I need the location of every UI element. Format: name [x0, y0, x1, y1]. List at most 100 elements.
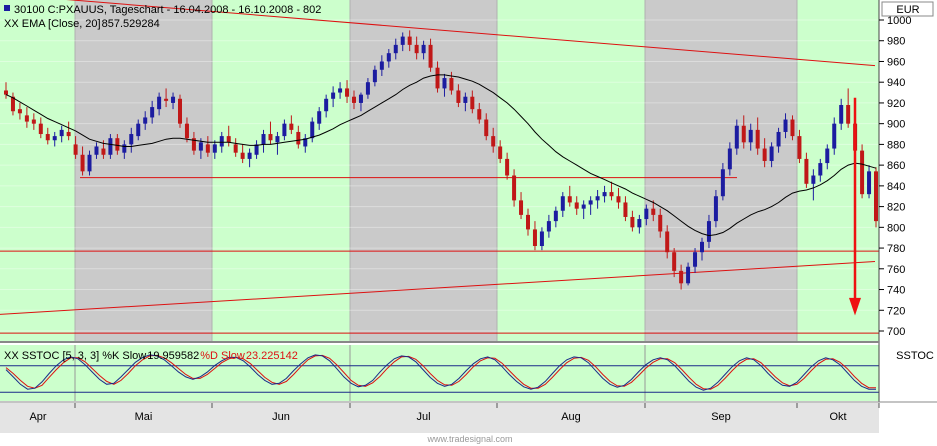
- candle-up: [365, 82, 370, 95]
- candle-down: [205, 144, 210, 153]
- month-labels: Apr Mai Jun Jul Aug Sep Okt: [29, 403, 880, 423]
- y-tick-label: 980: [887, 36, 905, 48]
- candle-up: [303, 138, 308, 147]
- candle-up: [818, 163, 823, 176]
- candle-down: [616, 196, 621, 203]
- candle-up: [358, 94, 363, 103]
- candle-up: [143, 117, 148, 124]
- y-tick-label: 820: [887, 202, 905, 214]
- candle-down: [498, 146, 503, 159]
- candle-up: [734, 125, 739, 149]
- candle-up: [783, 119, 788, 132]
- candle-down: [567, 196, 572, 203]
- candle-down: [17, 109, 22, 114]
- candle-down: [226, 136, 231, 143]
- arrow-head-icon: [849, 297, 861, 316]
- month-band: [797, 0, 879, 342]
- watermark: www.tradesignal.com: [426, 434, 512, 444]
- candle-down: [526, 214, 530, 230]
- month-band: [212, 0, 350, 342]
- candle-up: [94, 146, 99, 155]
- candle-down: [477, 109, 482, 120]
- candle-down: [191, 138, 196, 151]
- candle-up: [546, 221, 551, 232]
- candle-up: [171, 96, 176, 103]
- candle-up: [553, 210, 558, 222]
- candle-down: [435, 67, 440, 89]
- candles: [4, 30, 878, 290]
- stoch-legend: XX SSTOC [5, 3, 3] %K Slow19.959582%D Sl…: [4, 350, 298, 362]
- y-tick-label: 780: [887, 243, 905, 255]
- candle-up: [686, 266, 691, 284]
- candle-up: [539, 231, 544, 246]
- candle-up: [129, 134, 134, 145]
- y-axis-ticks: 1000 980 960 940 920 900 880 860 840 820 800 780 760…: [879, 15, 911, 338]
- candle-down: [741, 125, 746, 143]
- stoch-bands: [74, 345, 646, 401]
- candle-down: [470, 96, 475, 110]
- stoch-d-line: [5, 354, 876, 390]
- candle-up: [769, 146, 774, 161]
- candle-up: [338, 88, 343, 93]
- candle-up: [727, 148, 732, 170]
- candle-down: [414, 44, 419, 54]
- candle-down: [755, 129, 760, 149]
- candle-down: [484, 119, 489, 137]
- y-tick-label: 900: [887, 119, 905, 131]
- candle-up: [247, 152, 252, 159]
- candle-up: [136, 123, 141, 137]
- candle-down: [80, 154, 85, 172]
- candle-up: [331, 92, 336, 99]
- candle-up: [212, 144, 217, 153]
- stoch-background: [0, 345, 879, 401]
- ema-legend: XX EMA [Close, 20]857.529284: [4, 18, 160, 30]
- y-tick-label: 700: [887, 326, 905, 338]
- candle-up: [317, 111, 322, 124]
- candle-down: [456, 90, 461, 103]
- candle-down: [679, 270, 684, 284]
- candle-down: [240, 152, 245, 159]
- y-tick-label: 740: [887, 285, 905, 297]
- candle-down: [651, 208, 656, 215]
- candle-down: [352, 96, 356, 103]
- candle-down: [31, 119, 36, 124]
- y-tick-label: 860: [887, 160, 905, 172]
- candle-up: [150, 107, 155, 118]
- candle-down: [630, 216, 635, 228]
- candle-up: [700, 241, 704, 253]
- candle-up: [310, 121, 315, 139]
- candle-down: [574, 202, 579, 209]
- y-tick-label: 840: [887, 181, 905, 193]
- candle-up: [254, 144, 259, 155]
- candle-up: [581, 204, 586, 209]
- series-marker-icon: [4, 5, 10, 11]
- candle-up: [637, 219, 642, 228]
- y-tick-label: 800: [887, 222, 905, 234]
- y-tick-label: 960: [887, 56, 905, 68]
- candle-up: [400, 36, 405, 45]
- candle-down: [289, 123, 294, 130]
- y-tick-label: 880: [887, 139, 905, 151]
- month-band: [75, 0, 212, 342]
- candle-up: [693, 252, 698, 267]
- candle-down: [512, 175, 517, 201]
- candle-down: [164, 98, 169, 101]
- candle-down: [428, 44, 433, 68]
- month-bands: [0, 0, 879, 342]
- candle-up: [463, 96, 468, 103]
- candle-up: [644, 208, 649, 220]
- y-tick-label: 720: [887, 305, 905, 317]
- unit-label: EUR: [896, 4, 919, 16]
- candle-down: [268, 134, 273, 141]
- candle-up: [198, 142, 203, 151]
- candle-down: [623, 202, 628, 217]
- candle-up: [52, 136, 57, 141]
- candle-up: [825, 148, 830, 164]
- candle-down: [4, 90, 8, 95]
- candle-up: [386, 53, 391, 62]
- right-axis-panel: [879, 0, 937, 446]
- candle-up: [595, 196, 600, 201]
- candle-up: [282, 123, 287, 137]
- candle-up: [776, 131, 781, 147]
- candle-up: [713, 196, 718, 222]
